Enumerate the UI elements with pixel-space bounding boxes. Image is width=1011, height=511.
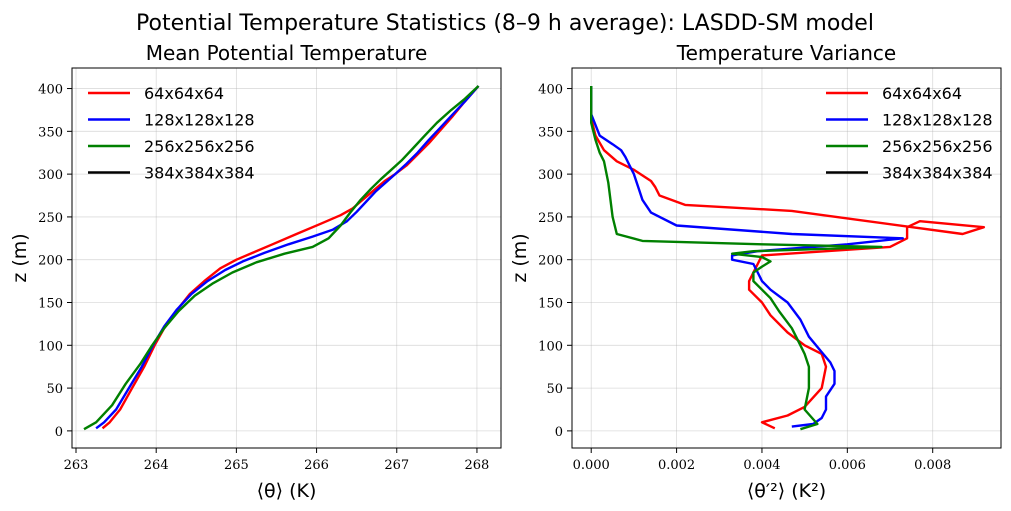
y-tick-label: 350 [38,125,63,140]
y-tick-label: 350 [538,125,563,140]
y-tick-label: 300 [538,168,563,183]
series-line-256x256x256 [83,85,480,431]
x-tick-label: 0.006 [829,458,866,473]
y-tick-label: 200 [38,254,63,269]
y-tick-label: 100 [38,339,63,354]
y-tick-label: 100 [538,339,563,354]
panel-mean-potential-temperature: 263 264 265 266 267 268 0 50 100 150 200 250 300 350 4… [9,41,502,502]
figure-suptitle: Potential Temperature Statistics (8–9 h … [136,11,874,36]
y-tick-label: 200 [538,254,563,269]
x-axis-label: ⟨θ⟩ (K) [257,480,317,502]
legend-label: 128x128x128 [882,111,993,130]
y-tick-label: 250 [538,211,563,226]
axes-frame [571,67,1002,449]
legend-label: 256x256x256 [882,137,993,156]
legend-label: 384x384x384 [882,164,993,183]
series-line-128x128x128 [95,85,480,430]
x-tick-label: 0.000 [573,458,610,473]
legend-label: 384x384x384 [144,164,255,183]
y-tick-label: 0 [55,425,63,440]
x-axis-label: ⟨θ′²⟩ (K²) [747,480,826,502]
x-tick-label: 0.002 [658,458,695,473]
y-axis-label: z (m) [9,233,31,282]
axes-frame [71,67,502,449]
series-line-256x256x256 [590,86,883,431]
y-tick-label: 50 [546,382,563,397]
y-tick-label: 50 [46,382,63,397]
y-tick-label: 250 [38,211,63,226]
x-tick-label: 268 [465,458,490,473]
y-tick-label: 150 [538,297,563,312]
x-tick-label: 0.004 [743,458,780,473]
panel-temperature-variance: 0.000 0.002 0.004 0.006 0.008 0 50 100 150 200 250… [509,41,1002,502]
series-line-64x64x64 [101,85,480,430]
y-tick-label: 150 [38,297,63,312]
x-tick-label: 266 [304,458,329,473]
y-tick-label: 300 [38,168,63,183]
panel-title: Mean Potential Temperature [146,41,428,65]
x-tick-label: 267 [384,458,409,473]
legend-label: 256x256x256 [144,137,255,156]
series-line-128x128x128 [590,86,904,428]
y-axis-label: z (m) [509,233,531,282]
x-tick-label: 264 [144,458,169,473]
x-tick-label: 0.008 [914,458,951,473]
x-tick-label: 265 [224,458,249,473]
series-line-64x64x64 [590,86,986,430]
legend-label: 128x128x128 [144,111,255,130]
x-tick-label: 263 [64,458,89,473]
legend-label: 64x64x64 [144,84,224,103]
legend-label: 64x64x64 [882,84,962,103]
y-tick-label: 400 [38,83,63,98]
panel-title: Temperature Variance [676,41,896,65]
y-tick-label: 0 [555,425,563,440]
y-tick-label: 400 [538,83,563,98]
